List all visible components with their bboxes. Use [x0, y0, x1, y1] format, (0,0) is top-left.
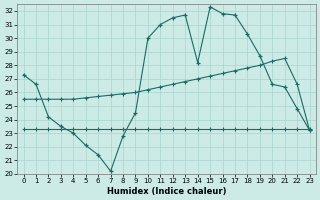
X-axis label: Humidex (Indice chaleur): Humidex (Indice chaleur)	[107, 187, 226, 196]
